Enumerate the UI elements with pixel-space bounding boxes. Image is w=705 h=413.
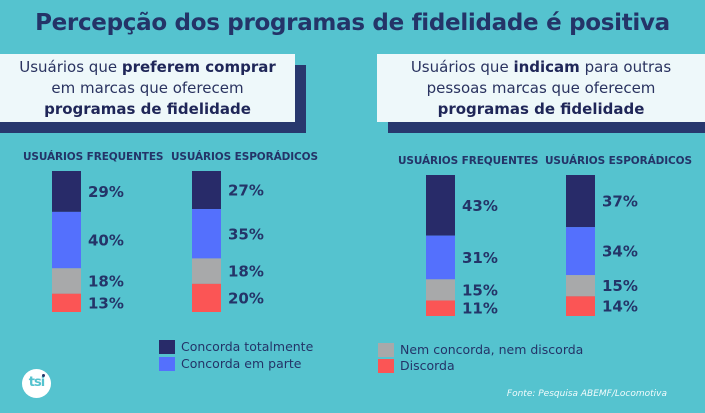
source-note: Fonte: Pesquisa ABEMF/Locomotiva [506, 389, 667, 399]
legend-label: Concorda em parte [181, 356, 302, 371]
data-label: 43% [462, 197, 498, 215]
data-label: 20% [228, 289, 264, 307]
legend-item-concorda-totalmente: Concorda totalmente [159, 339, 313, 354]
bar-segment-discorda [52, 293, 81, 312]
bar-segment-concorda-totalmente [426, 175, 455, 236]
bar-segment-concorda-totalmente [192, 171, 221, 210]
tsi-logo: tsi [22, 369, 51, 398]
data-label: 11% [462, 300, 498, 318]
panel-left-line1: Usuários que preferem comprar [19, 58, 276, 76]
data-label: 27% [228, 182, 264, 200]
legend-swatch [159, 339, 175, 354]
panel-left-heading: Usuários que preferem comprar em marcas … [0, 54, 295, 122]
legend-label: Discorda [400, 358, 455, 373]
panel-right-line2: pessoas marcas que oferecem [426, 79, 656, 97]
data-label: 35% [228, 225, 264, 243]
bar-segment-nem-concorda [426, 279, 455, 301]
bar-segment-concorda-em-parte [566, 227, 595, 276]
group-label-right-esporadicos: USUÁRIOS ESPORÁDICOS [545, 155, 692, 167]
data-label: 18% [88, 272, 124, 290]
page-title: Percepção dos programas de fidelidade é … [35, 10, 670, 36]
data-label: 13% [88, 294, 124, 312]
data-label: 40% [88, 232, 124, 250]
legend-swatch [378, 342, 394, 357]
group-label-left-esporadicos: USUÁRIOS ESPORÁDICOS [171, 151, 318, 163]
data-label: 31% [462, 249, 498, 267]
group-label-right-frequentes: USUÁRIOS FREQUENTES [398, 155, 539, 167]
data-label: 29% [88, 183, 124, 201]
data-label: 37% [602, 193, 638, 211]
bar-segment-discorda [192, 283, 221, 312]
data-label: 15% [462, 281, 498, 299]
legend-label: Nem concorda, nem discorda [400, 342, 584, 357]
legend-item-nem-concorda: Nem concorda, nem discorda [378, 342, 583, 357]
legend-swatch [159, 356, 175, 371]
data-label: 18% [228, 263, 264, 281]
bar-segment-nem-concorda [566, 275, 595, 297]
bar-segment-concorda-em-parte [426, 235, 455, 280]
legend-item-concorda-em-parte: Concorda em parte [159, 356, 301, 371]
group-label-left-frequentes: USUÁRIOS FREQUENTES [23, 151, 164, 163]
logo-dot-icon [42, 374, 45, 377]
bar-segment-concorda-em-parte [52, 211, 81, 269]
data-label: 14% [602, 298, 638, 316]
bar-segment-nem-concorda [192, 258, 221, 284]
bar-segment-nem-concorda [52, 268, 81, 294]
panel-left-line2: em marcas que oferecem [51, 79, 244, 97]
bar-segment-discorda [566, 296, 595, 316]
bar-segment-discorda [426, 300, 455, 316]
bar-segment-concorda-totalmente [52, 171, 81, 212]
legend-item-discorda: Discorda [378, 358, 455, 373]
bar-segment-concorda-em-parte [192, 209, 221, 259]
panel-right-line3: programas de fidelidade [437, 100, 645, 118]
legend-label: Concorda totalmente [181, 339, 314, 354]
panel-right-line1: Usuários que indicam para outras [410, 58, 672, 76]
data-label: 34% [602, 243, 638, 261]
panel-left-line3: programas de fidelidade [44, 100, 251, 118]
legend-swatch [378, 358, 394, 373]
bar-segment-concorda-totalmente [566, 175, 595, 228]
data-label: 15% [602, 277, 638, 295]
panel-right-heading: Usuários que indicam para outras pessoas… [377, 54, 705, 122]
